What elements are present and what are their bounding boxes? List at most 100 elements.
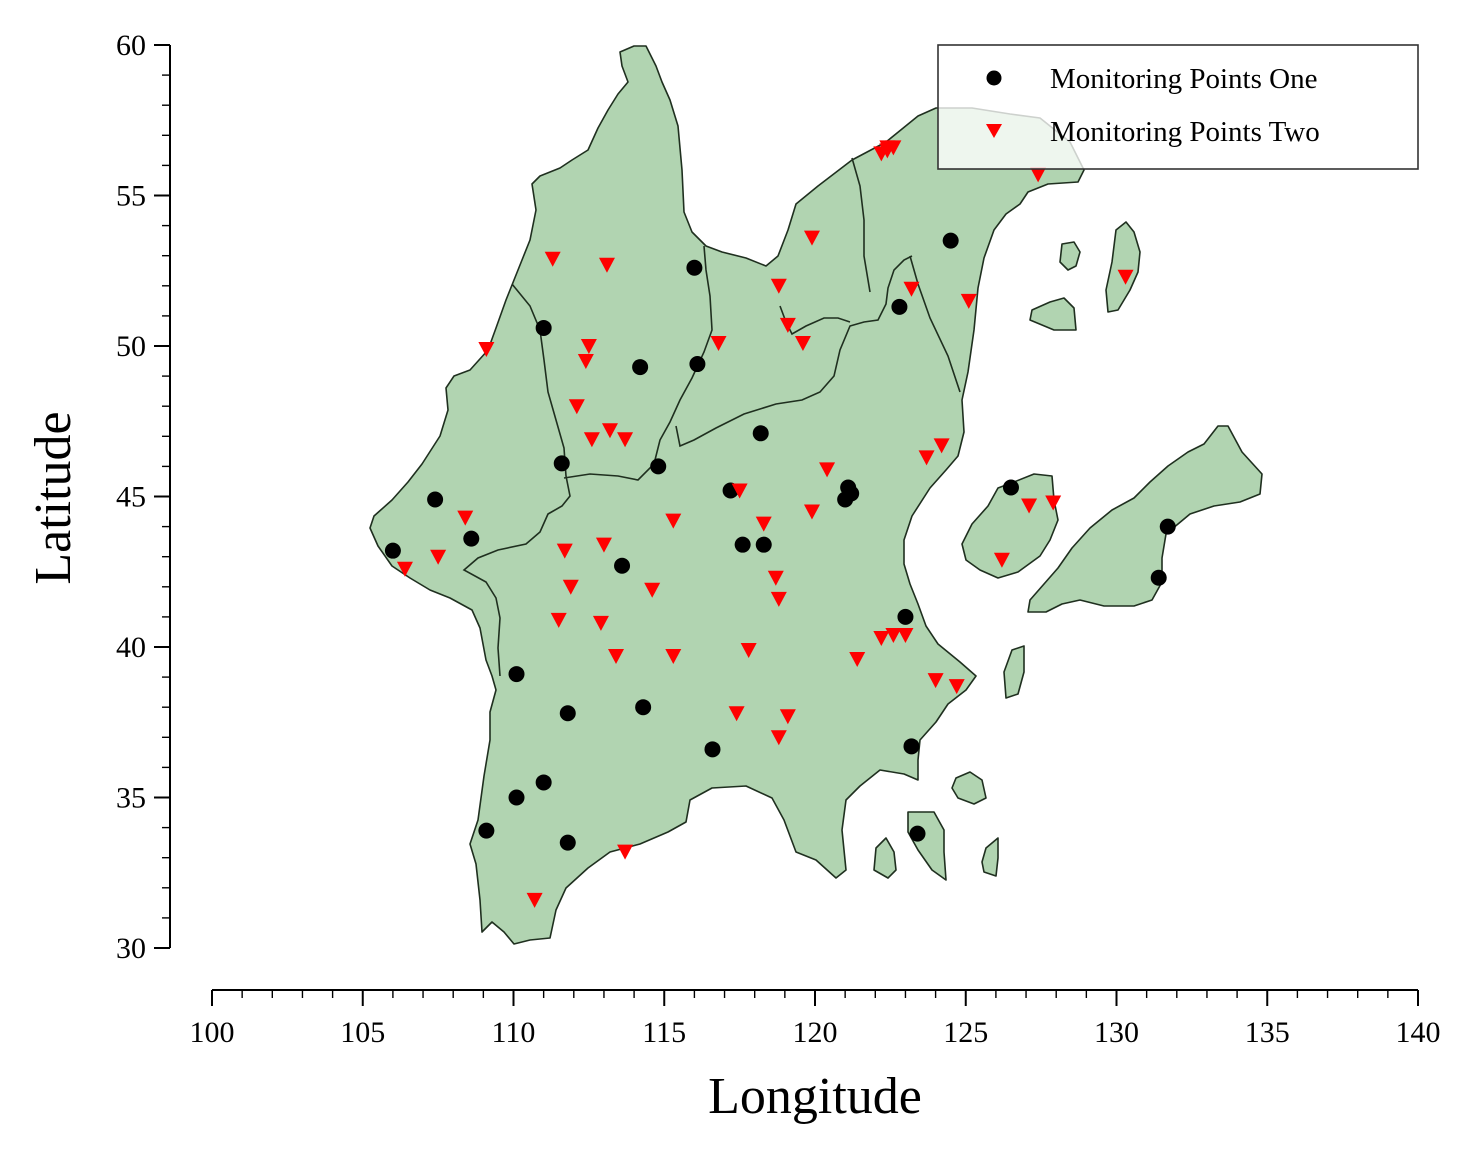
point-monitoring-two [550, 612, 567, 628]
point-monitoring-two [728, 706, 745, 722]
island-7 [951, 771, 987, 805]
y-tick-label: 55 [116, 180, 146, 213]
legend: Monitoring Points One Monitoring Points … [937, 44, 1419, 170]
point-monitoring-two [767, 570, 784, 586]
island-2 [1105, 221, 1141, 313]
y-tick-label: 45 [116, 481, 146, 514]
point-monitoring-one [942, 232, 959, 249]
point-monitoring-two [478, 342, 495, 358]
point-monitoring-two [544, 251, 561, 267]
point-monitoring-two [1045, 495, 1062, 511]
point-monitoring-two [580, 339, 597, 354]
point-monitoring-one [1159, 518, 1176, 535]
point-monitoring-one [686, 259, 703, 276]
x-tick-label: 130 [1094, 1016, 1139, 1049]
x-tick-label: 115 [642, 1016, 686, 1049]
point-monitoring-two [598, 257, 615, 273]
point-monitoring-two [562, 579, 579, 595]
point-monitoring-one [840, 479, 857, 496]
point-monitoring-one [632, 359, 649, 376]
x-tick-label: 125 [943, 1016, 988, 1049]
point-monitoring-two [897, 627, 914, 643]
x-tick-label: 105 [340, 1016, 385, 1049]
point-monitoring-two [755, 516, 772, 532]
point-monitoring-two [794, 335, 811, 351]
point-monitoring-two [903, 281, 920, 297]
y-axis-title: Latitude [25, 411, 82, 584]
island-5 [1027, 425, 1263, 613]
point-monitoring-two [779, 709, 796, 725]
point-monitoring-two [803, 504, 820, 520]
y-tick-label: 35 [116, 782, 146, 815]
point-monitoring-two [644, 582, 661, 598]
x-tick-label: 140 [1396, 1016, 1441, 1049]
x-tick-label: 120 [793, 1016, 838, 1049]
legend-frame [937, 44, 1419, 170]
point-monitoring-two [583, 432, 600, 448]
point-monitoring-two [933, 438, 950, 454]
point-monitoring-one [1150, 569, 1167, 586]
boundary-5 [851, 157, 871, 293]
island-9 [873, 837, 897, 879]
point-monitoring-two [608, 649, 625, 665]
island-3 [1029, 297, 1077, 331]
point-monitoring-two [779, 317, 796, 333]
point-monitoring-two [731, 483, 748, 499]
y-tick-label: 30 [116, 932, 146, 965]
point-monitoring-two [665, 513, 682, 529]
point-monitoring-one [559, 834, 576, 851]
point-monitoring-one [508, 666, 525, 683]
point-monitoring-one [384, 542, 401, 559]
point-monitoring-two [918, 450, 935, 466]
point-monitoring-one [535, 319, 552, 336]
boundary-2 [563, 245, 713, 481]
point-monitoring-two [457, 510, 474, 526]
legend-marker-series-1 [986, 70, 1002, 86]
point-monitoring-two [1021, 498, 1038, 514]
point-monitoring-two [885, 627, 902, 643]
point-monitoring-two [849, 652, 866, 668]
point-monitoring-two [1117, 269, 1134, 285]
point-monitoring-one [559, 705, 576, 722]
point-monitoring-two [592, 615, 609, 631]
point-monitoring-two [948, 679, 965, 695]
point-monitoring-two [595, 537, 612, 553]
point-monitoring-two [617, 844, 634, 860]
island-6 [1003, 645, 1025, 699]
point-monitoring-two [526, 892, 543, 908]
point-monitoring-two [873, 630, 890, 646]
x-axis: 100 105 110 115 120 125 130 135 140 [190, 989, 1441, 1049]
point-monitoring-two [879, 143, 896, 159]
boundary-6 [909, 255, 961, 393]
point-monitoring-two [803, 230, 820, 246]
point-monitoring-two [819, 462, 836, 478]
series-points [384, 140, 1176, 908]
point-monitoring-two [927, 673, 944, 689]
point-monitoring-one [635, 699, 652, 716]
point-monitoring-two [556, 543, 573, 559]
island-1 [1059, 241, 1081, 271]
point-monitoring-one [553, 455, 570, 472]
x-tick-label: 100 [190, 1016, 235, 1049]
point-monitoring-two [770, 278, 787, 294]
point-monitoring-two [396, 561, 413, 577]
point-monitoring-one [1002, 479, 1019, 496]
point-monitoring-one [734, 536, 751, 553]
point-monitoring-two [601, 423, 618, 439]
y-tick-label: 50 [116, 330, 146, 363]
point-monitoring-two [665, 649, 682, 665]
point-monitoring-two [430, 549, 447, 565]
point-monitoring-one [689, 356, 706, 373]
point-monitoring-one [535, 774, 552, 791]
y-tick-label: 40 [116, 631, 146, 664]
point-monitoring-one [614, 557, 631, 574]
point-monitoring-one [508, 789, 525, 806]
point-monitoring-one [903, 738, 920, 755]
point-monitoring-two [960, 293, 977, 309]
point-monitoring-one [704, 741, 721, 758]
point-monitoring-two [770, 591, 787, 607]
point-monitoring-two [710, 335, 727, 351]
island-10 [981, 837, 999, 877]
x-tick-label: 135 [1245, 1016, 1290, 1049]
point-monitoring-two [568, 399, 585, 415]
